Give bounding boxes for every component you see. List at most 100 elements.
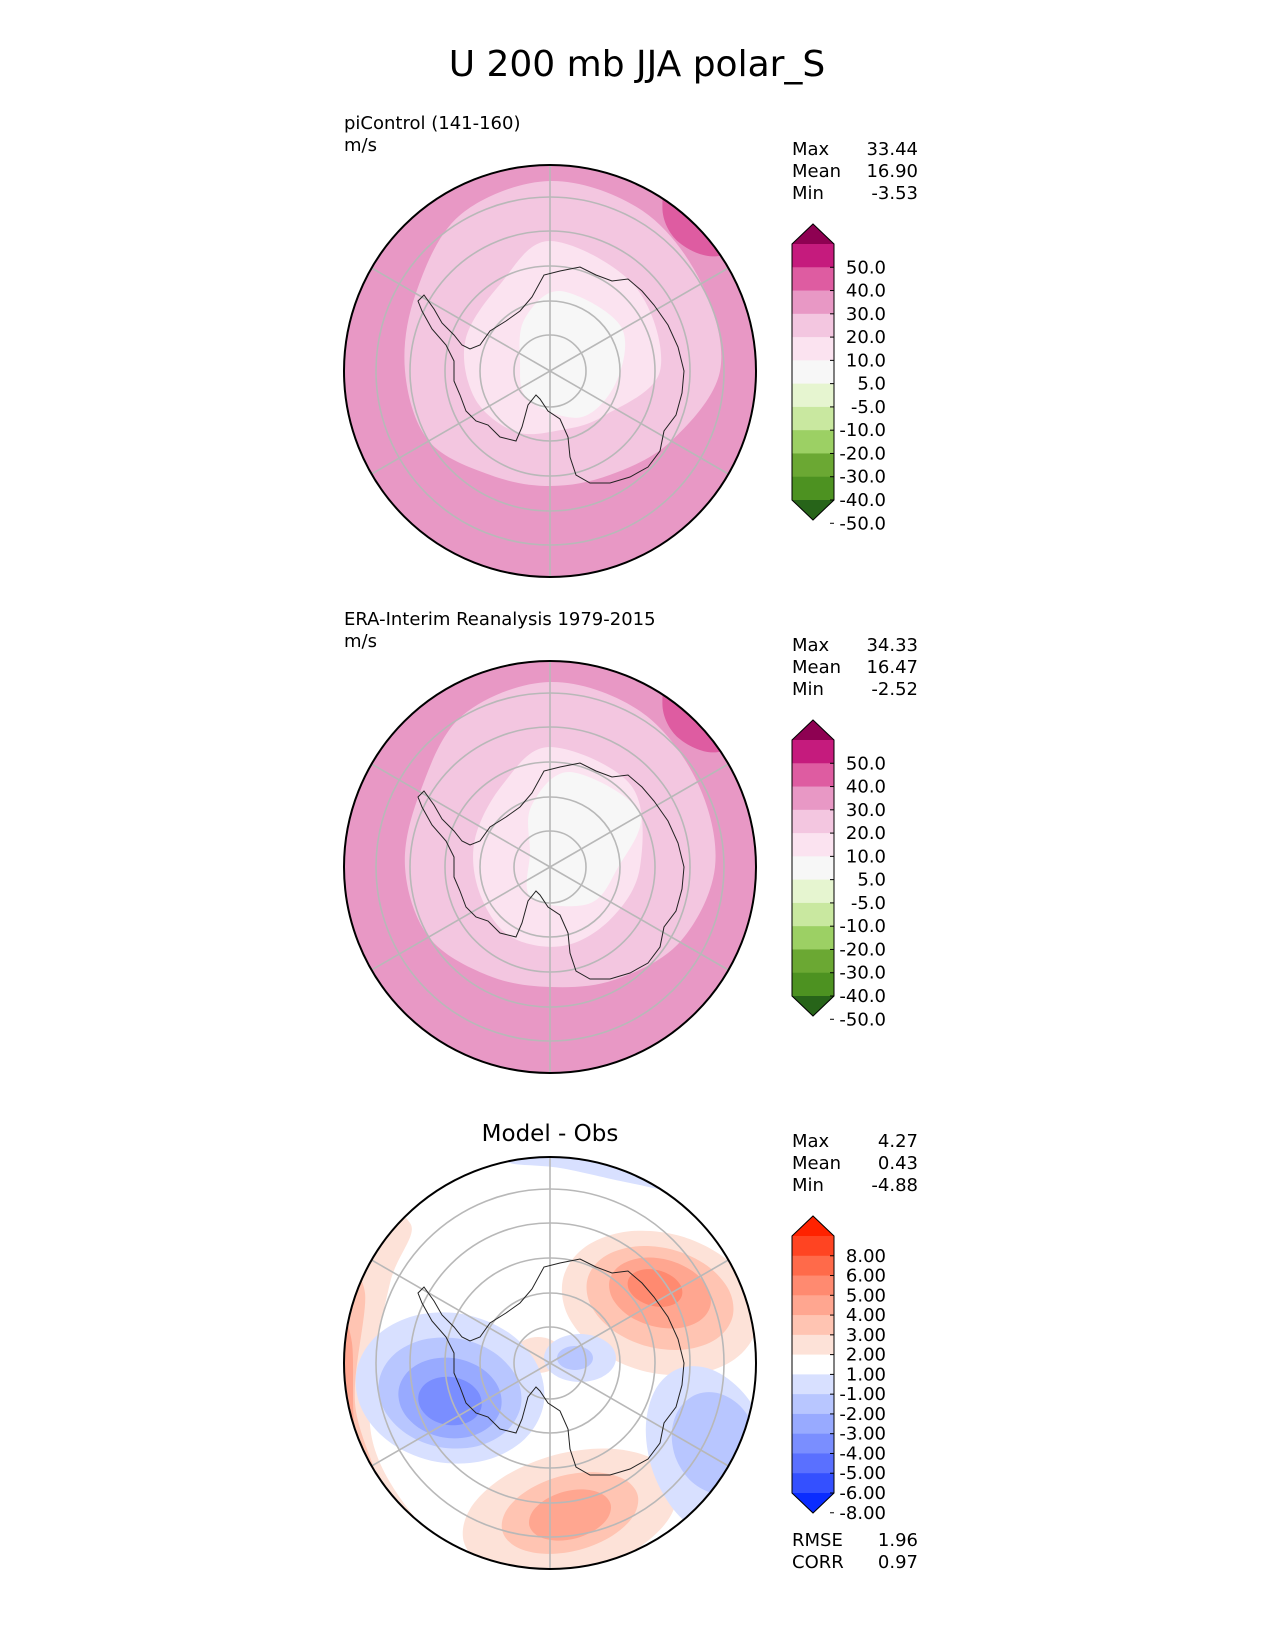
panel-1-map-border <box>343 164 757 578</box>
panel-1-colorbar-bin-7 <box>792 383 834 408</box>
panel-1-colorbar-tick-11: -40.0 <box>839 490 886 511</box>
panel-3-contour-19 <box>557 1346 593 1370</box>
panel-2-colorbar-bin-5 <box>792 833 834 857</box>
panel-1-meridian-6 <box>371 267 551 372</box>
panel-2-field <box>344 661 756 1073</box>
panel-3-colorbar-tick-8: -1.00 <box>839 1384 886 1405</box>
panel-1-colorbar-tick-1: 50.0 <box>846 257 886 278</box>
panel-2-colorbar-tick-9: -20.0 <box>839 939 886 960</box>
panel-3-colorbar-bin-13 <box>792 1473 834 1494</box>
panel-1-colorbar-bin-1 <box>792 244 834 268</box>
panel-1-gridlines <box>371 165 729 577</box>
panel-2-colorbar-bin-11 <box>792 972 834 997</box>
panel-1-field <box>344 165 756 577</box>
panel-2-stat-value-min: -2.52 <box>871 679 918 700</box>
panel-2-colorbar-bin-7 <box>792 879 834 904</box>
panel-2-colorbar-tick-7: -5.0 <box>851 893 886 914</box>
panel-3-meridian-3 <box>549 1362 729 1467</box>
panel-1-colorbar-extend-bottom <box>792 500 834 520</box>
panel-3-colorbar-tick-7: 1.00 <box>846 1364 886 1385</box>
panel-1-colorbar: 50.0 40.030.020.010.0 5.0-5.0-10.0-20.0 -30… <box>791 223 886 534</box>
panel-1-stat-label-max: Max <box>792 139 830 160</box>
panel-2-meridian-2 <box>549 763 729 868</box>
panel-1-title: piControl (141-160) <box>344 113 520 134</box>
panel-1-map <box>343 164 757 578</box>
panel-1-colorbar-extend-top <box>792 224 834 244</box>
panel-2-meridian-6 <box>371 763 551 868</box>
panel-3-metric-label-rmse: RMSE <box>792 1530 843 1551</box>
panel-2-contour-2 <box>662 661 756 753</box>
panel-1-colorbar-bin-5 <box>792 337 834 361</box>
panel-2-map-border <box>343 660 757 1074</box>
panel-3-metrics: RMSE 1.96 CORR 0.97 <box>792 1530 918 1573</box>
panel-2-colorbar-bin-3 <box>792 786 834 811</box>
panel-3-stat-value-min: -4.88 <box>871 1175 918 1196</box>
panel-1-colorbar-tick-8: -10.0 <box>839 420 886 441</box>
panel-1-coastline <box>417 266 685 484</box>
panel-2-colorbar-bin-4 <box>792 809 834 834</box>
panel-1-colorbar-bin-3 <box>792 290 834 315</box>
panel-2-colorbar-tick-3: 30.0 <box>846 800 886 821</box>
panel-1-colorbar-tick-3: 30.0 <box>846 304 886 325</box>
panel-3-gridlines <box>371 1157 729 1569</box>
panel-3-colorbar-tick-5: 3.00 <box>846 1325 886 1346</box>
panel-2-colorbar: 50.0 40.030.020.010.0 5.0-5.0-10.0-20.0 -30… <box>791 719 886 1030</box>
panel-1-colorbar-tick-2: 40.0 <box>846 281 886 302</box>
panel-3-colorbar-tick-10: -3.00 <box>839 1424 886 1445</box>
panel-3-contour-17 <box>418 1376 482 1426</box>
panel-1-colorbar-tick-12: -50.0 <box>839 513 886 534</box>
panel-3-colorbar-bin-2 <box>792 1255 834 1277</box>
panel-1-meridian-5 <box>371 370 551 475</box>
panel-2-colorbar-bin-10 <box>792 949 834 974</box>
panel-1-meridian-3 <box>549 370 729 475</box>
panel-1-colorbar-tick-5: 10.0 <box>846 350 886 371</box>
panel-3-title: Model - Obs <box>482 1121 619 1147</box>
panel-2-colorbar-tick-10: -30.0 <box>839 963 886 984</box>
panel-1-meridian-2 <box>549 267 729 372</box>
panel-2-meridian-5 <box>371 866 551 971</box>
panel-2-colorbar-tick-8: -10.0 <box>839 916 886 937</box>
panel-1-colorbar-bin-6 <box>792 360 834 385</box>
panel-3-colorbar-tick-12: -5.00 <box>839 1463 886 1484</box>
panel-2-stat-label-min: Min <box>792 679 824 700</box>
panel-3-meridian-2 <box>549 1259 729 1364</box>
panel-1-colorbar-tick-9: -20.0 <box>839 443 886 464</box>
panel-3-meridian-6 <box>371 1259 551 1364</box>
panel-3-colorbar-tick-1: 8.00 <box>846 1246 886 1267</box>
panel-3-colorbar-bin-10 <box>792 1413 834 1435</box>
panel-3-metric-value-rmse: 1.96 <box>878 1530 918 1551</box>
panel-3-colorbar-bin-4 <box>792 1295 834 1316</box>
panel-3-colorbar-tick-13: -6.00 <box>839 1483 886 1504</box>
panel-2: ERA-Interim Reanalysis 1979-2015 m/s Max… <box>343 609 918 1074</box>
panel-2-stat-value-max: 34.33 <box>866 635 918 656</box>
panel-1-stats: Max 33.44 Mean 16.90 Min -3.53 <box>792 139 918 204</box>
panel-3-map <box>343 1156 757 1570</box>
panel-2-colorbar-tick-4: 20.0 <box>846 823 886 844</box>
panel-1-colorbar-bin-4 <box>792 313 834 338</box>
panel-3-contour-13 <box>500 1157 691 1195</box>
panel-2-units: m/s <box>344 631 377 652</box>
panel-2-stat-label-max: Max <box>792 635 830 656</box>
panel-1-contour-5 <box>519 290 626 418</box>
panel-3-stat-label-mean: Mean <box>792 1153 841 1174</box>
panel-3-colorbar-bin-11 <box>792 1433 834 1454</box>
panel-1-colorbar-tick-7: -5.0 <box>851 397 886 418</box>
panel-2-stat-label-mean: Mean <box>792 657 841 678</box>
panel-3-colorbar-bin-3 <box>792 1275 834 1296</box>
panel-3-colorbar-tick-6: 2.00 <box>846 1345 886 1366</box>
panel-1-colorbar-bin-8 <box>792 406 834 431</box>
panel-3-stats: Max 4.27 Mean 0.43 Min -4.88 <box>792 1131 918 1196</box>
panel-1-stat-value-max: 33.44 <box>866 139 918 160</box>
panel-3-colorbar-tick-2: 6.00 <box>846 1266 886 1287</box>
panel-3-meridian-5 <box>371 1362 551 1467</box>
panel-3-colorbar-tick-11: -4.00 <box>839 1443 886 1464</box>
panel-1-colorbar-tick-10: -30.0 <box>839 467 886 488</box>
panel-2-colorbar-bin-8 <box>792 902 834 927</box>
panel-3-metric-label-corr: CORR <box>792 1552 844 1573</box>
panel-3-colorbar-bin-7 <box>792 1354 834 1375</box>
panel-3-colorbar-extend-bottom <box>792 1493 834 1513</box>
panel-2-title: ERA-Interim Reanalysis 1979-2015 <box>344 609 656 630</box>
panel-2-contour-5 <box>526 771 641 907</box>
panel-2-coastline <box>417 762 685 980</box>
panel-3-stat-value-max: 4.27 <box>878 1131 918 1152</box>
